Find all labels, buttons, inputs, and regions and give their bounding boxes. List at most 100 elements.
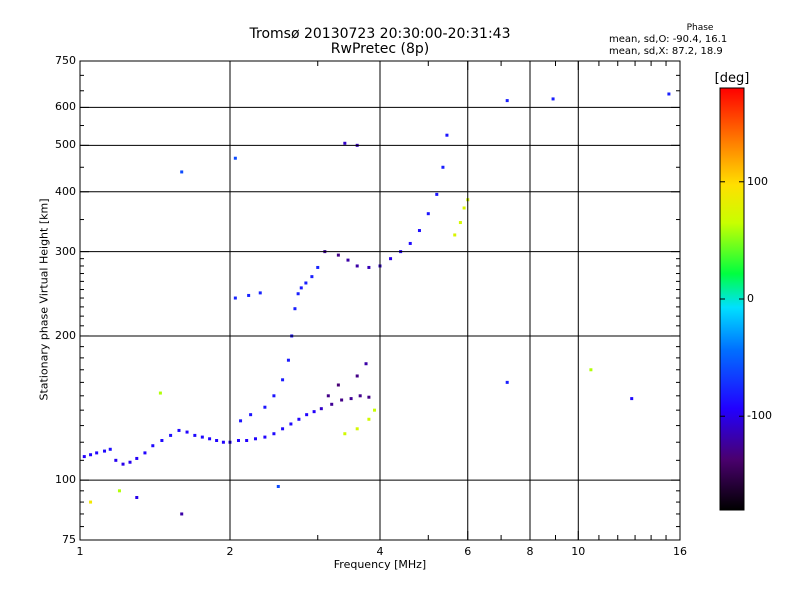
echo-point [435,192,439,196]
y-tick-label: 100 [55,473,76,487]
echo-point [286,358,290,362]
echo-point [160,439,164,443]
echo-point [364,362,368,366]
stats-x-mode: mean, sd,X: 87.2, 18.9 [609,46,723,57]
colorbar-ticks [720,181,744,417]
echo-point [445,133,449,137]
colorbar-tick-label: 100 [747,174,768,188]
echo-point [355,264,359,268]
echo-point [319,407,323,411]
echo-point [589,368,593,372]
echo-point [312,410,316,414]
y-axis-label: Stationary phase Virtual Height [km] [37,198,51,401]
y-tick-label: 300 [55,244,76,258]
echo-point [667,92,671,96]
echo-point [316,265,320,269]
echo-point [143,451,147,455]
x-axis-label: Frequency [MHz] [333,558,427,571]
echo-point [336,383,340,387]
x-tick-label: 2 [226,545,234,558]
echo-point [441,165,445,169]
chart-title: Tromsø 20130723 20:30:00-20:31:43 [249,26,511,42]
y-tick-label: 400 [55,184,76,198]
echo-point [221,440,225,444]
echo-point [151,444,155,448]
echo-point [245,439,249,443]
echo-point [358,394,362,398]
echo-point [247,293,251,297]
echo-point [326,394,330,398]
echo-point [135,495,139,499]
y-tick-label: 200 [55,328,76,342]
echo-point [135,456,139,460]
echo-point [193,433,197,437]
echo-point [208,437,212,441]
echo-point [305,413,309,417]
stats-o-mode: mean, sd,O: -90.4, 16.1 [609,34,728,45]
echo-point [336,253,340,257]
echo-point [343,432,347,436]
echo-point [340,398,344,402]
echo-point [297,417,301,421]
echo-point [89,500,93,504]
echo-point [121,462,125,466]
echo-point [272,432,276,436]
echo-point [417,229,421,233]
echo-point [82,455,86,459]
echo-point [551,97,555,101]
echo-point [233,296,237,300]
echo-point [373,408,377,412]
axis-ticks [79,60,681,541]
echo-point [346,258,350,262]
x-tick-label: 16 [673,545,687,558]
echo-point [177,428,181,432]
colorbar-label: [deg] [714,71,750,86]
echo-point [355,427,359,431]
echo-point [462,206,466,210]
x-tick-label: 6 [464,545,472,558]
echo-point [293,307,297,311]
echo-point [263,405,267,409]
echo-point [630,397,634,401]
echo-point [103,449,107,453]
echo-point [95,451,99,455]
echo-point [343,141,347,145]
echo-point [128,460,132,464]
x-tick-label: 8 [526,545,534,558]
echo-point [505,99,509,103]
echo-point [233,156,237,160]
scatter-points [82,92,671,516]
echo-point [239,419,243,423]
echo-point [249,413,253,417]
echo-point [200,435,204,439]
echo-point [281,378,285,382]
echo-point [253,437,257,441]
y-tick-label: 500 [55,138,76,152]
echo-point [367,265,371,269]
echo-point [426,212,430,216]
echo-point [389,257,393,261]
echo-point [158,391,162,395]
echo-point [296,292,300,296]
echo-point [310,275,314,279]
echo-point [258,291,262,295]
y-tick-label: 750 [55,54,76,67]
y-tick-label: 600 [55,100,76,114]
echo-point [367,395,371,399]
grid-lines [80,61,680,540]
y-tick-label: 75 [62,533,76,546]
echo-point [263,435,267,439]
echo-point [185,430,189,434]
echo-point [108,447,112,451]
echo-point [276,484,280,488]
echo-point [453,233,457,237]
colorbar-tick-label: 0 [747,292,754,305]
echo-point [408,241,412,245]
colorbar-tick-label: -100 [747,409,772,423]
x-tick-label: 4 [376,545,384,558]
x-tick-label: 10 [571,545,586,558]
echo-point [355,374,359,378]
echo-point [349,397,353,401]
echo-point [215,439,219,443]
